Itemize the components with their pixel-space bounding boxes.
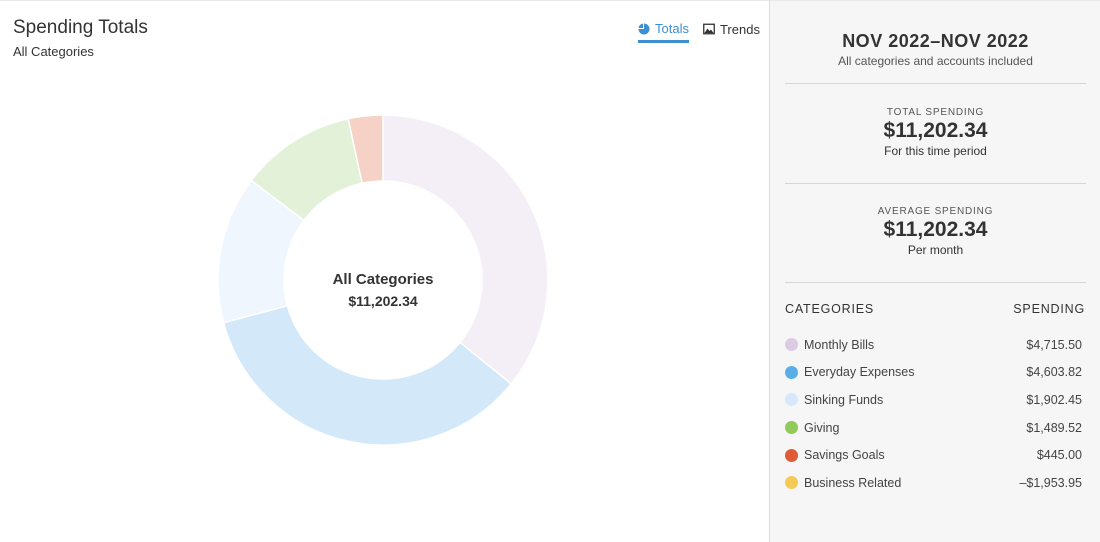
category-color-dot [785, 448, 798, 462]
image-icon [703, 23, 715, 35]
list-item[interactable]: Giving $1,489.52 [785, 414, 1086, 442]
categories-column-header: CATEGORIES [785, 302, 875, 316]
list-item[interactable]: Business Related –$1,953.95 [785, 469, 1086, 497]
donut-slice-savings-goals[interactable] [347, 114, 384, 185]
category-amount: $445.00 [1036, 448, 1082, 463]
spending-donut-chart [217, 114, 549, 446]
list-item[interactable]: Savings Goals $445.00 [785, 441, 1086, 469]
category-color-dot [785, 365, 798, 379]
tab-totals-label: Totals [655, 21, 689, 36]
category-amount: $1,489.52 [1026, 420, 1082, 435]
main-panel: Spending Totals All Categories Totals Tr… [0, 0, 769, 446]
category-amount: –$1,953.95 [1019, 475, 1082, 490]
pie-chart-icon [638, 23, 650, 34]
view-tabs: Totals Trends [638, 21, 760, 43]
category-name: Sinking Funds [804, 392, 884, 407]
spending-column-header: SPENDING [1013, 302, 1085, 316]
category-color-dot [785, 476, 798, 490]
tab-trends[interactable]: Trends [703, 21, 760, 43]
tab-totals[interactable]: Totals [638, 21, 689, 43]
average-spending-note: Per month [907, 243, 964, 257]
category-color-dot [785, 421, 798, 435]
average-spending-label: AVERAGE SPENDING [877, 206, 994, 217]
category-name: Giving [804, 420, 840, 435]
category-name: Everyday Expenses [804, 365, 915, 380]
donut-slice-everyday-expenses[interactable] [222, 304, 513, 446]
category-color-dot [785, 393, 798, 407]
donut-slice-monthly-bills[interactable] [382, 114, 549, 385]
category-name: Business Related [804, 475, 902, 490]
list-item[interactable]: Everyday Expenses $4,603.82 [785, 359, 1086, 387]
divider [785, 183, 1086, 184]
category-list: Monthly Bills $4,715.50 Everyday Expense… [785, 331, 1086, 497]
page-title: Spending Totals [13, 17, 148, 38]
tab-trends-label: Trends [719, 21, 760, 37]
summary-sidebar: NOV 2022–NOV 2022 All categories and acc… [769, 0, 1100, 542]
total-spending-value: $11,202.34 [883, 119, 988, 142]
donut-center-title: All Categories [332, 271, 434, 288]
date-range-note: All categories and accounts included [838, 54, 1033, 68]
total-spending-label: TOTAL SPENDING [886, 107, 985, 118]
donut-center-value: $11,202.34 [348, 293, 418, 309]
category-name: Monthly Bills [804, 337, 875, 352]
total-spending-note: For this time period [884, 144, 987, 158]
average-spending-value: $11,202.34 [883, 218, 988, 241]
page-subtitle: All Categories [13, 44, 94, 59]
list-item[interactable]: Monthly Bills $4,715.50 [785, 331, 1086, 359]
category-color-dot [785, 338, 798, 352]
divider [785, 282, 1086, 283]
list-item[interactable]: Sinking Funds $1,902.45 [785, 386, 1086, 414]
date-range: NOV 2022–NOV 2022 [842, 31, 1029, 51]
category-name: Savings Goals [804, 448, 885, 463]
divider [785, 83, 1086, 84]
category-amount: $4,603.82 [1026, 365, 1082, 380]
category-amount: $1,902.45 [1026, 392, 1082, 407]
category-amount: $4,715.50 [1026, 337, 1082, 352]
